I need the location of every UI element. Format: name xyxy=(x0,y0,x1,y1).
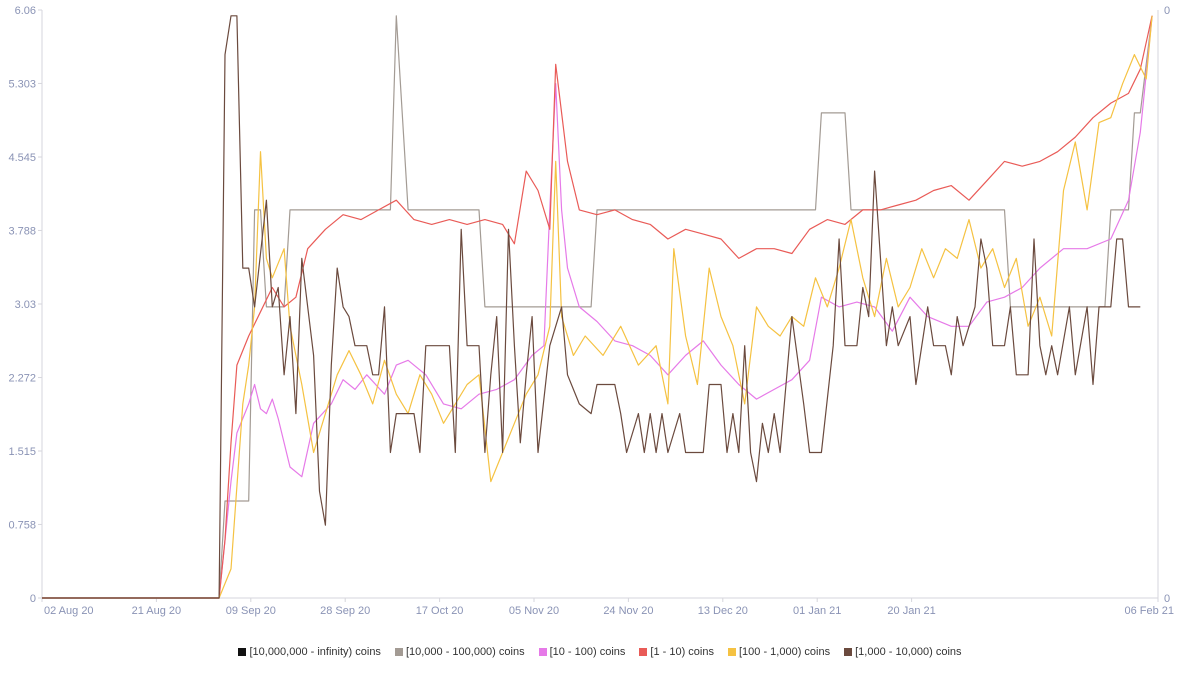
legend-item[interactable]: [100 - 1,000) coins xyxy=(728,646,830,658)
x-tick-label: 02 Aug 20 xyxy=(44,605,94,617)
x-tick-label: 01 Jan 21 xyxy=(793,605,841,617)
y-right-tick-label: 0 xyxy=(1164,5,1170,17)
legend-item[interactable]: [10 - 100) coins xyxy=(538,646,626,658)
x-tick-label: 24 Nov 20 xyxy=(603,605,653,617)
series-line-2 xyxy=(42,15,1153,599)
legend-item[interactable]: [10,000 - 100,000) coins xyxy=(394,646,525,658)
x-tick-label: 05 Nov 20 xyxy=(509,605,559,617)
y-tick-label: 0.758 xyxy=(8,519,36,531)
legend-label: [100 - 1,000) coins xyxy=(739,646,831,658)
series-line-1 xyxy=(42,15,1153,599)
legend-label: [10 - 100) coins xyxy=(549,646,626,658)
x-tick-label: 06 Feb 21 xyxy=(1124,605,1174,617)
legend-swatch xyxy=(728,648,736,656)
x-tick-label: 20 Jan 21 xyxy=(887,605,935,617)
legend-label: [10,000 - 100,000) coins xyxy=(405,646,525,658)
x-tick-label: 13 Dec 20 xyxy=(698,605,748,617)
legend-swatch xyxy=(844,648,853,656)
legend-swatch xyxy=(639,648,648,656)
legend-item[interactable]: [10,000,000 - infinity) coins xyxy=(238,646,381,658)
y-tick-label: 3.03 xyxy=(15,299,36,311)
y-tick-label: 3.788 xyxy=(8,225,36,237)
y-tick-label: 0 xyxy=(30,593,36,605)
chart-svg: 0 0.758 1.515 2.272 3.03 3.788 4.545 5.303 6.06 0… xyxy=(8,5,1174,617)
legend-swatch xyxy=(238,648,247,656)
y-tick-label: 6.06 xyxy=(15,5,36,17)
legend-swatch xyxy=(538,648,547,656)
legend-label: [1 - 10) coins xyxy=(650,646,714,658)
y-tick-label: 1.515 xyxy=(8,446,36,458)
legend-swatch xyxy=(394,648,403,656)
series-line-4 xyxy=(42,15,1153,599)
legend-label: [10,000,000 - infinity) coins xyxy=(249,646,381,658)
x-tick-label: 21 Aug 20 xyxy=(132,605,182,617)
series-line-5 xyxy=(42,15,1141,599)
y-tick-label: 4.545 xyxy=(8,152,36,164)
x-tick-label: 17 Oct 20 xyxy=(416,605,464,617)
y-tick-label: 2.272 xyxy=(8,373,36,385)
x-tick-label: 28 Sep 20 xyxy=(320,605,370,617)
x-tick-label: 09 Sep 20 xyxy=(226,605,276,617)
legend-label: [1,000 - 10,000) coins xyxy=(855,646,962,658)
legend-item[interactable]: [1 - 10) coins xyxy=(639,646,714,658)
y-tick-label: 5.303 xyxy=(8,78,36,90)
legend-item[interactable]: [1,000 - 10,000) coins xyxy=(844,646,962,658)
legend: [10,000,000 - infinity) coins [10,000 - 1… xyxy=(0,643,1200,661)
y-right-tick-label: 0 xyxy=(1164,593,1170,605)
series-line-3 xyxy=(42,15,1153,599)
